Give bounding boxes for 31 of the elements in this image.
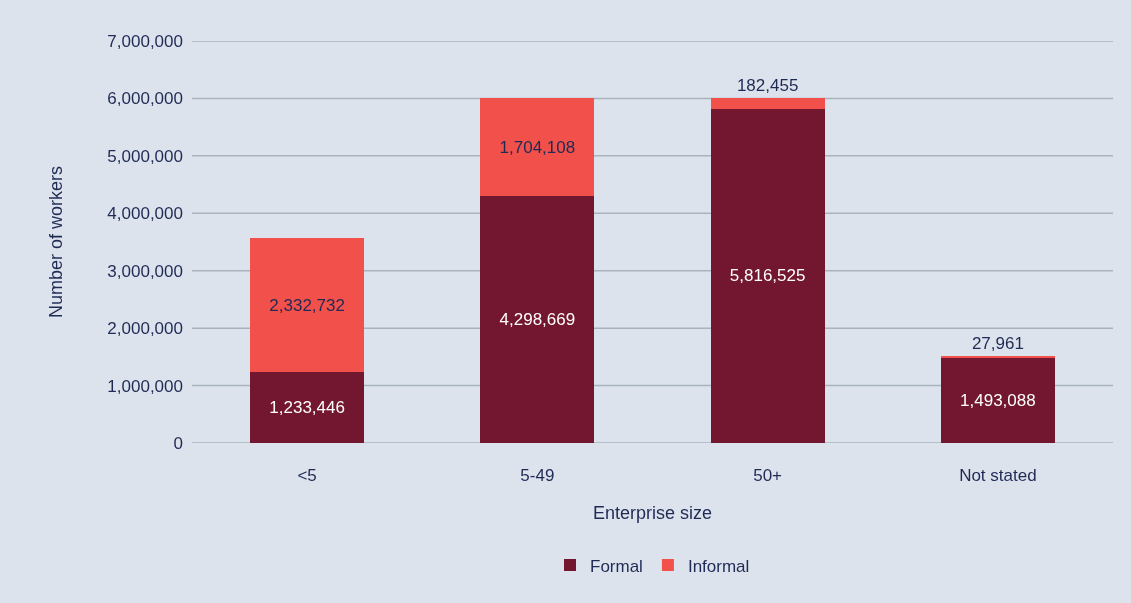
bar [250,372,365,443]
data-label: 1,493,088 [960,390,1036,410]
x-tick-label: <5 [297,466,317,485]
bar [710,98,825,109]
data-label: 4,298,669 [499,310,576,330]
data-label: 5,816,525 [729,266,806,286]
bar [480,196,595,443]
data-label: 1,704,108 [499,137,576,157]
x-axis-title: Enterprise size [592,503,713,524]
x-tick-label: 50+ [753,466,783,485]
x-tick-label: Not stated [959,466,1037,485]
legend-label: Formal [590,556,643,576]
bar [480,98,595,197]
y-tick-label: 2,000,000 [107,319,183,339]
bar [940,357,1055,443]
y-tick-label: 7,000,000 [107,31,183,51]
data-label: 1,233,446 [269,398,345,418]
bar [710,108,825,443]
data-label: 182,455 [736,76,799,96]
y-tick-label: 5,000,000 [107,146,183,166]
y-tick-label: 4,000,000 [107,204,183,224]
legend-label: Informal [687,556,750,576]
y-axis-title: Number of workers [45,165,66,319]
y-tick-label: 6,000,000 [107,89,183,109]
y-tick-label: 1,000,000 [107,376,183,396]
data-label: 27,961 [971,333,1024,353]
data-label: 2,332,732 [269,295,345,315]
y-tick-label: 0 [173,433,183,453]
bar [250,238,365,373]
x-tick-label: 5-49 [520,466,555,485]
y-tick-label: 3,000,000 [107,261,183,281]
